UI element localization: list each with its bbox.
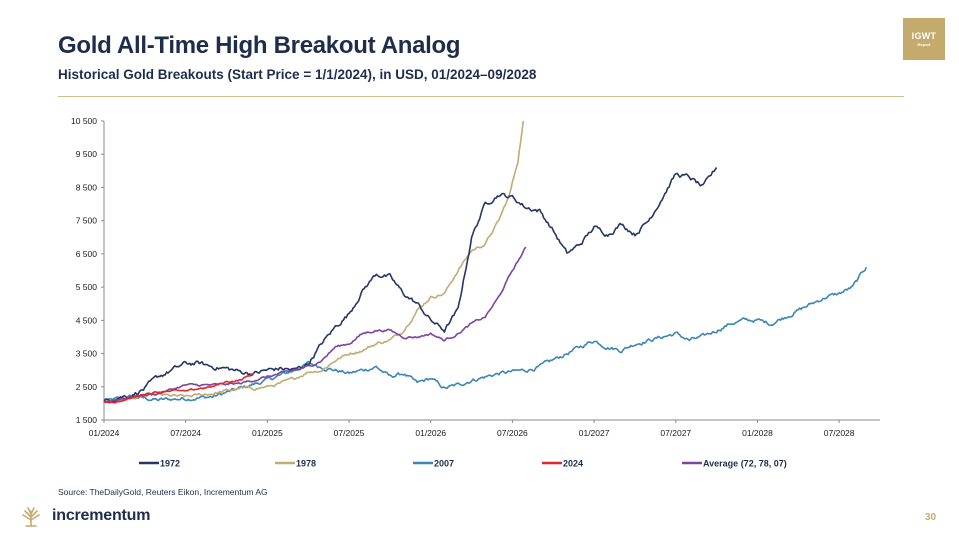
series-line-1978 xyxy=(103,120,525,404)
x-tick-label: 07/2028 xyxy=(824,428,855,438)
logo-wordmark: incrementum xyxy=(52,507,151,524)
series-line-average-72-78-07 xyxy=(103,246,527,403)
page-subtitle: Historical Gold Breakouts (Start Price =… xyxy=(58,67,537,82)
x-tick-label: 07/2025 xyxy=(334,428,365,438)
x-tick-label: 07/2027 xyxy=(660,428,691,438)
series-line-1972 xyxy=(103,167,718,403)
y-tick-label: 5 500 xyxy=(76,282,98,292)
y-tick-label: 7 500 xyxy=(76,216,98,226)
header-divider xyxy=(58,96,904,97)
series-line-2007 xyxy=(103,266,868,403)
y-tick-label: 1 500 xyxy=(76,415,98,425)
page-title: Gold All-Time High Breakout Analog xyxy=(58,32,461,59)
badge-subtitle: Report xyxy=(917,42,931,47)
legend-label: 1972 xyxy=(160,459,180,469)
badge-title: IGWT xyxy=(911,31,937,41)
y-tick-label: 2 500 xyxy=(76,382,98,392)
x-tick-label: 01/2027 xyxy=(579,428,610,438)
x-tick-label: 01/2028 xyxy=(742,428,773,438)
igwt-report-badge: IGWT Report xyxy=(903,18,945,60)
x-tick-label: 01/2024 xyxy=(89,428,120,438)
y-tick-label: 8 500 xyxy=(76,182,98,192)
incrementum-logo: incrementum xyxy=(20,505,150,527)
legend-label: 2007 xyxy=(434,459,454,469)
legend-label: 2024 xyxy=(563,459,583,469)
source-note: Source: TheDailyGold, Reuters Eikon, Inc… xyxy=(58,487,268,497)
legend-label: 1978 xyxy=(296,459,316,469)
tree-logo-icon xyxy=(22,507,40,527)
legend-label: Average (72, 78, 07) xyxy=(703,459,787,469)
x-tick-label: 01/2025 xyxy=(252,428,283,438)
y-tick-label: 9 500 xyxy=(76,149,98,159)
y-tick-label: 6 500 xyxy=(76,249,98,259)
y-tick-label: 10 500 xyxy=(71,116,97,126)
series-line-2024 xyxy=(103,372,255,404)
y-tick-label: 4 500 xyxy=(76,315,98,325)
x-tick-label: 07/2026 xyxy=(497,428,528,438)
x-tick-label: 01/2026 xyxy=(415,428,446,438)
y-tick-label: 3 500 xyxy=(76,349,98,359)
x-tick-label: 07/2024 xyxy=(170,428,201,438)
page-number: 30 xyxy=(925,512,937,523)
